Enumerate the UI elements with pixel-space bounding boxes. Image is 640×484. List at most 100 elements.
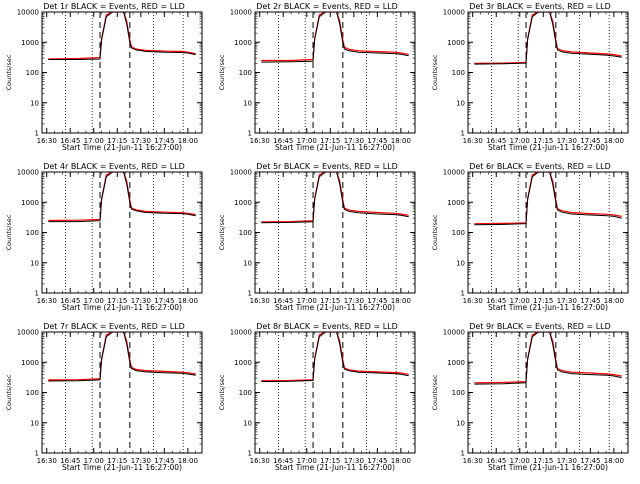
y-tick-label: 1000 — [447, 359, 465, 367]
x-tick-label: 17:30 — [344, 457, 364, 465]
y-tick-label: 10 — [30, 419, 39, 427]
series-events-line — [48, 332, 196, 382]
x-tick-label: 16:30 — [37, 137, 57, 145]
x-tick-label: 17:00 — [84, 457, 104, 465]
y-tick-label: 1 — [35, 130, 39, 138]
series-events-line — [474, 172, 622, 226]
y-tick-label: 10000 — [17, 9, 39, 17]
x-tick-label: 17:15 — [320, 457, 340, 465]
x-tick-label: 17:00 — [297, 297, 317, 305]
x-tick-label: 17:30 — [344, 137, 364, 145]
y-tick-label: 1 — [461, 450, 465, 458]
x-tick-label: 16:45 — [486, 457, 506, 465]
x-tick-label: 17:00 — [84, 137, 104, 145]
chart-svg: Det 6r BLACK = Events, RED = LLD Counts/s… — [431, 162, 629, 312]
chart-title: Det 6r BLACK = Events, RED = LLD — [469, 162, 611, 171]
chart-svg: Det 4r BLACK = Events, RED = LLD Counts/s… — [5, 162, 203, 312]
x-tick-label: 16:30 — [463, 137, 483, 145]
detector-chart-1: Det 1r BLACK = Events, RED = LLD Counts/s… — [0, 0, 213, 164]
detector-chart-8: Det 8r BLACK = Events, RED = LLD Counts/s… — [213, 320, 426, 484]
x-tick-label: 17:15 — [107, 137, 127, 145]
x-axis-label: Start Time (21-Jun-11 16:27:00) — [62, 303, 182, 312]
y-tick-label: 1 — [35, 450, 39, 458]
series-events-line — [48, 172, 196, 223]
x-tick-label: 17:00 — [297, 457, 317, 465]
y-tick-label: 10 — [243, 419, 252, 427]
x-tick-label: 16:45 — [60, 137, 80, 145]
y-tick-label: 10000 — [230, 9, 252, 17]
plot-frame — [467, 11, 629, 134]
y-tick-label: 10 — [30, 259, 39, 267]
y-tick-label: 10 — [456, 259, 465, 267]
x-tick-label: 17:45 — [154, 457, 174, 465]
y-tick-label: 1 — [35, 290, 39, 298]
y-tick-label: 10 — [30, 99, 39, 107]
x-axis-label: Start Time (21-Jun-11 16:27:00) — [275, 303, 395, 312]
y-tick-label: 10000 — [443, 169, 465, 177]
x-tick-label: 17:45 — [154, 297, 174, 305]
plot-frame — [254, 331, 416, 454]
x-tick-label: 18:00 — [391, 457, 411, 465]
x-tick-label: 16:45 — [60, 457, 80, 465]
chart-title: Det 8r BLACK = Events, RED = LLD — [256, 322, 398, 331]
plot-frame — [41, 171, 203, 294]
y-tick-label: 100 — [452, 389, 465, 397]
x-tick-label: 17:00 — [84, 297, 104, 305]
chart-svg: Det 5r BLACK = Events, RED = LLD Counts/s… — [218, 162, 416, 312]
series-lld-line — [474, 172, 622, 225]
series-events-line — [261, 332, 409, 383]
x-tick-label: 17:45 — [580, 457, 600, 465]
y-axis-label: Counts/sec — [431, 214, 439, 250]
x-tick-label: 17:45 — [367, 137, 387, 145]
x-tick-label: 16:45 — [60, 297, 80, 305]
plot-frame — [254, 11, 416, 134]
chart-title: Det 2r BLACK = Events, RED = LLD — [256, 2, 398, 11]
chart-svg: Det 8r BLACK = Events, RED = LLD Counts/s… — [218, 322, 416, 472]
y-tick-label: 1000 — [447, 199, 465, 207]
y-axis-label: Counts/sec — [218, 214, 226, 250]
series-events-line — [261, 12, 409, 63]
y-tick-label: 1000 — [447, 39, 465, 47]
x-tick-label: 17:15 — [320, 137, 340, 145]
chart-svg: Det 9r BLACK = Events, RED = LLD Counts/s… — [431, 322, 629, 472]
y-tick-label: 10 — [456, 419, 465, 427]
chart-title: Det 9r BLACK = Events, RED = LLD — [469, 322, 611, 331]
x-tick-label: 17:30 — [557, 297, 577, 305]
x-axis-label: Start Time (21-Jun-11 16:27:00) — [275, 143, 395, 152]
series-events-line — [474, 12, 622, 65]
x-tick-label: 18:00 — [178, 457, 198, 465]
x-tick-label: 17:00 — [297, 137, 317, 145]
x-tick-label: 17:15 — [107, 297, 127, 305]
y-tick-label: 1000 — [21, 199, 39, 207]
x-tick-label: 18:00 — [391, 297, 411, 305]
y-tick-label: 10000 — [443, 329, 465, 337]
x-tick-label: 17:15 — [533, 297, 553, 305]
y-tick-label: 100 — [26, 389, 39, 397]
y-tick-label: 10000 — [230, 329, 252, 337]
detector-chart-9: Det 9r BLACK = Events, RED = LLD Counts/s… — [426, 320, 639, 484]
x-tick-label: 17:45 — [367, 457, 387, 465]
y-tick-label: 1000 — [234, 359, 252, 367]
plot-frame — [467, 331, 629, 454]
detector-chart-7: Det 7r BLACK = Events, RED = LLD Counts/s… — [0, 320, 213, 484]
y-tick-label: 100 — [239, 389, 252, 397]
x-tick-label: 16:30 — [250, 137, 270, 145]
x-tick-label: 17:45 — [367, 297, 387, 305]
y-tick-label: 1 — [248, 130, 252, 138]
y-tick-label: 100 — [26, 229, 39, 237]
series-lld-line — [474, 12, 622, 64]
chart-title: Det 1r BLACK = Events, RED = LLD — [43, 2, 185, 11]
y-tick-label: 10000 — [230, 169, 252, 177]
x-tick-label: 17:30 — [131, 297, 151, 305]
x-tick-label: 17:45 — [154, 137, 174, 145]
series-events-line — [261, 172, 409, 224]
x-tick-label: 17:15 — [533, 457, 553, 465]
y-axis-label: Counts/sec — [218, 374, 226, 410]
chart-svg: Det 2r BLACK = Events, RED = LLD Counts/s… — [218, 2, 416, 152]
y-tick-label: 10 — [243, 259, 252, 267]
x-axis-label: Start Time (21-Jun-11 16:27:00) — [275, 463, 395, 472]
x-tick-label: 17:30 — [131, 137, 151, 145]
x-tick-label: 17:15 — [107, 457, 127, 465]
x-axis-label: Start Time (21-Jun-11 16:27:00) — [488, 463, 608, 472]
detector-chart-2: Det 2r BLACK = Events, RED = LLD Counts/s… — [213, 0, 426, 164]
